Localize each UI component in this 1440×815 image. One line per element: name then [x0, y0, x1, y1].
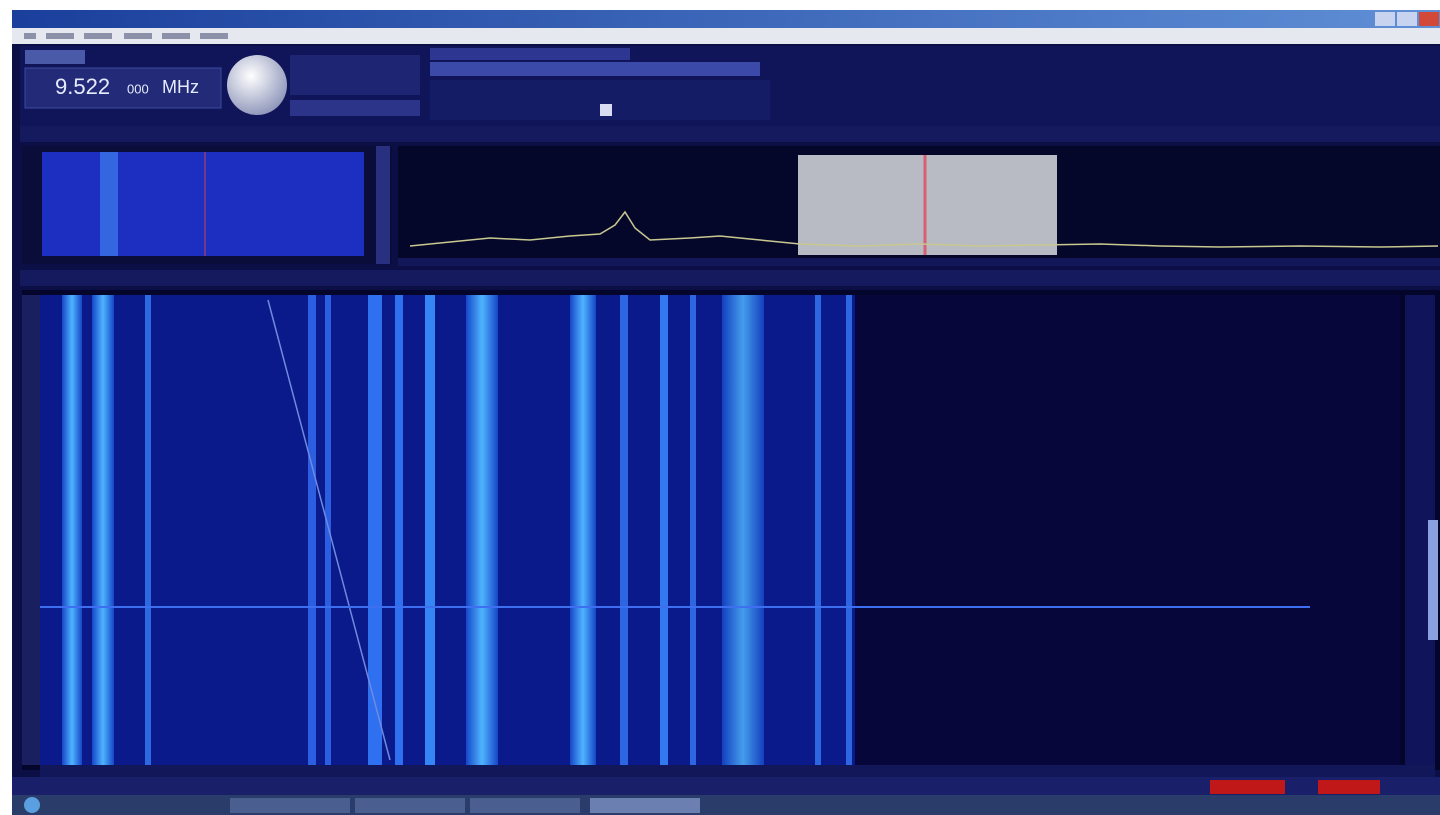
settings-tabs[interactable]: [430, 62, 760, 76]
signal-stripe: [145, 295, 151, 765]
menu-item[interactable]: [46, 33, 74, 39]
signal-stripe: [722, 295, 764, 765]
status-bar: [12, 777, 1440, 795]
signal-stripe: [308, 295, 316, 765]
signal-stripe: [620, 295, 628, 765]
menu-items: [24, 33, 228, 39]
waterfall-signals: [40, 295, 1310, 765]
taskbar-item[interactable]: [470, 798, 580, 813]
time-axis: [22, 295, 40, 765]
menu-item[interactable]: [200, 33, 228, 39]
signal-stripe: [325, 295, 331, 765]
maximize-button[interactable]: [1397, 12, 1417, 26]
menu-item[interactable]: [162, 33, 190, 39]
minimize-button[interactable]: [1375, 12, 1395, 26]
signal-sweep: [267, 299, 391, 761]
signal-stripe: [815, 295, 821, 765]
signal-stripe: [690, 295, 696, 765]
signal-stripe: [466, 295, 498, 765]
signal-stripe: [92, 295, 114, 765]
zoom-signal: [100, 152, 118, 256]
spectrum-axis: [398, 258, 1440, 266]
menu-item[interactable]: [124, 33, 152, 39]
menu-bar: [12, 28, 1440, 44]
waterfall-scrollbar[interactable]: [1428, 520, 1438, 640]
waterfall-quiet: [855, 295, 1400, 765]
band-tabs[interactable]: [430, 48, 630, 60]
toolbar: [20, 126, 1440, 142]
spectrum-trace: [409, 210, 1439, 248]
signal-stripe: [368, 295, 382, 765]
mode-buttons[interactable]: [290, 100, 420, 116]
status-indicator: [1318, 780, 1380, 794]
taskbar-item[interactable]: [355, 798, 465, 813]
signal-stripe: [395, 295, 403, 765]
waterfall-toolbar: [20, 270, 1440, 286]
menu-item[interactable]: [84, 33, 112, 39]
zoom-scrollbar[interactable]: [376, 146, 390, 264]
close-button[interactable]: [1419, 12, 1439, 26]
frequency-unit: MHz: [162, 77, 199, 97]
status-indicator: [1210, 780, 1285, 794]
signal-stripe: [425, 295, 435, 765]
frequency-display[interactable]: [24, 67, 222, 109]
taskbar: [12, 795, 1440, 815]
frequency-sub: 000: [127, 81, 149, 96]
selected-option[interactable]: [600, 104, 612, 116]
frequency-axis: [40, 765, 1435, 777]
start-button[interactable]: [24, 797, 40, 813]
device-button[interactable]: [25, 50, 85, 64]
taskbar-item[interactable]: [590, 798, 700, 813]
signal-stripe: [62, 295, 82, 765]
filter-passband: [798, 155, 1057, 255]
signal-stripe: [660, 295, 668, 765]
title-bar: [12, 10, 1440, 28]
signal-stripe: [570, 295, 596, 765]
taskbar-item[interactable]: [230, 798, 350, 813]
signal-stripe: [846, 295, 852, 765]
zoom-waterfall: [42, 152, 364, 256]
menu-item[interactable]: [24, 33, 36, 39]
frequency-main: 9.522: [55, 74, 110, 99]
waterfall-active: [40, 295, 855, 765]
mode-panel: [290, 55, 420, 95]
tuning-knob[interactable]: [227, 55, 287, 115]
